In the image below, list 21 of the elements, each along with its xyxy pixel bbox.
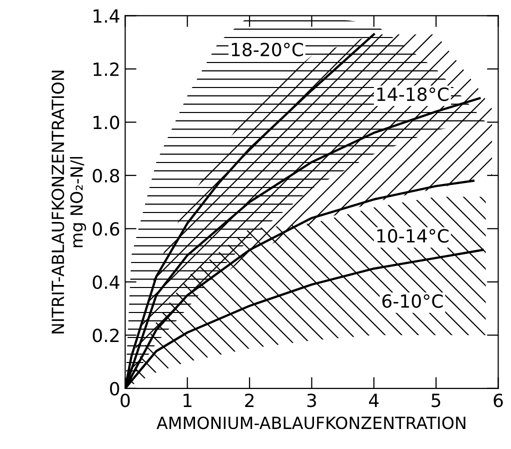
y-tick-label: 0.4 xyxy=(92,275,120,290)
y-tick-label: 1.4 xyxy=(94,9,120,23)
y-tick-label: 0.2 xyxy=(92,328,119,342)
x-tick-label: 4 xyxy=(369,394,379,407)
y-tick-label: 0.8 xyxy=(92,168,120,183)
x-tick-label: 3 xyxy=(307,394,316,408)
x-tick-label: 1 xyxy=(184,394,192,407)
legend-label: 10-14°C xyxy=(377,229,448,243)
y-tick-label: 1.0 xyxy=(94,116,120,130)
x-tick-label: 0 xyxy=(120,394,130,408)
y-tick-label: 0 xyxy=(110,382,120,396)
x-tick-label: 5 xyxy=(432,394,440,408)
x-tick-label: 2 xyxy=(245,394,254,407)
y-axis-title: NITRIT-ABLAUFKONZENTRATION mg NO₂-N/l xyxy=(52,70,86,334)
y-tick-label: 0.6 xyxy=(92,222,120,236)
x-axis-title: AMMONIUM-ABLAUFKONZENTRATION xyxy=(156,416,466,430)
y-tick-label: 1.2 xyxy=(94,62,119,76)
series-label: 14-18°C xyxy=(377,87,448,102)
series-label: 18-20°C xyxy=(232,42,304,56)
x-tick-label: 6 xyxy=(494,394,503,408)
series-label: 6-10°C xyxy=(382,294,443,308)
